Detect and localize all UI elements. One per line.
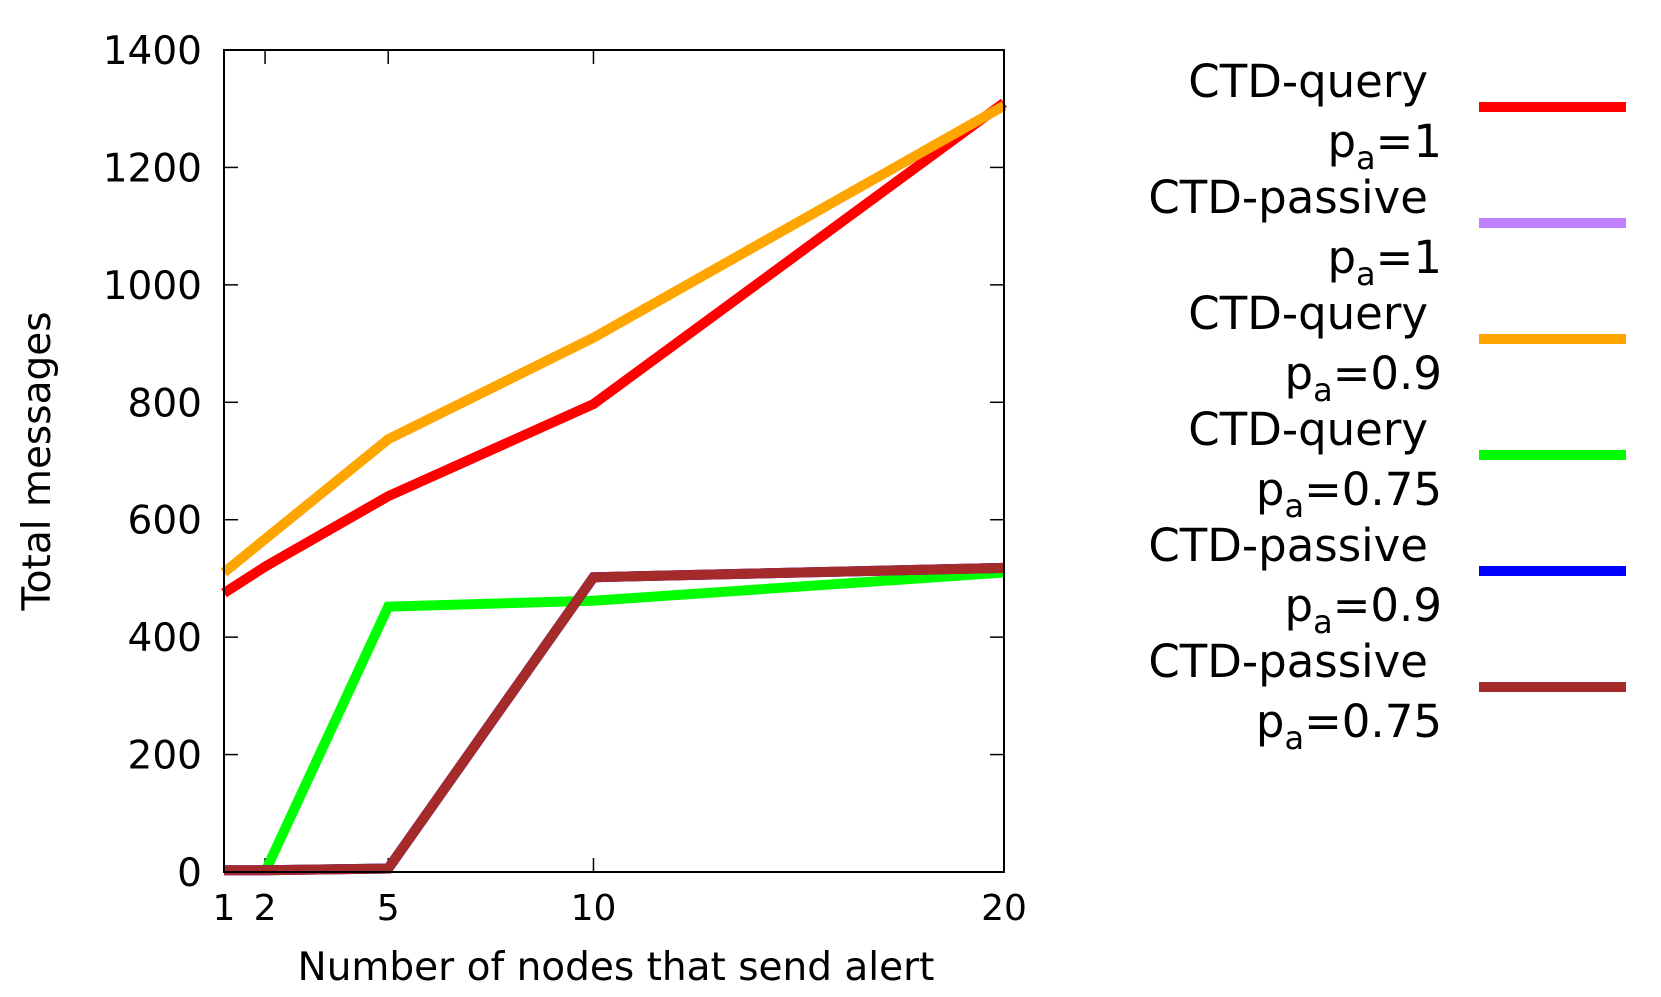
- legend-condition-value: =0.75: [1304, 463, 1442, 516]
- legend-condition-symbol: p: [1256, 695, 1285, 748]
- legend-label: CTD-query: [1188, 403, 1428, 456]
- y-tick-label: 200: [128, 734, 202, 779]
- legend-condition: pa=0.9: [1285, 579, 1442, 641]
- legend-condition-value: =0.9: [1333, 347, 1442, 400]
- x-tick-label: 2: [254, 888, 277, 929]
- x-tick-label: 1: [213, 888, 236, 929]
- legend-label: CTD-passive: [1148, 171, 1428, 224]
- legend-label: CTD-passive: [1148, 635, 1428, 688]
- series-line: [224, 562, 1005, 876]
- legend-condition-value: =1: [1376, 231, 1442, 284]
- legend-condition-symbol: p: [1327, 115, 1356, 168]
- legend-label: CTD-passive: [1148, 519, 1428, 572]
- legend-condition-value: =0.75: [1304, 695, 1442, 748]
- legend-condition-subscript: a: [1356, 139, 1376, 177]
- legend-condition-symbol: p: [1285, 347, 1314, 400]
- x-tick-label: 20: [981, 888, 1027, 929]
- y-tick-label: 0: [177, 851, 202, 896]
- legend-condition-subscript: a: [1284, 719, 1304, 757]
- y-tick-label: 600: [128, 499, 202, 544]
- legend-condition-symbol: p: [1256, 463, 1285, 516]
- legend-condition-value: =0.9: [1333, 579, 1442, 632]
- legend-condition: pa=0.9: [1285, 347, 1442, 409]
- legend-condition-subscript: a: [1313, 603, 1333, 641]
- legend-condition-subscript: a: [1284, 487, 1304, 525]
- y-tick-label: 1200: [103, 146, 202, 191]
- y-tick-label: 400: [128, 616, 202, 661]
- y-tick-label: 1000: [103, 264, 202, 309]
- plot-frame: [223, 49, 1005, 873]
- legend-condition-value: =1: [1376, 115, 1442, 168]
- legend-condition: pa=1: [1327, 115, 1442, 177]
- legend-condition: pa=1: [1327, 231, 1442, 293]
- legend-label: CTD-query: [1188, 287, 1428, 340]
- series-line: [221, 98, 1007, 598]
- legend-condition: pa=0.75: [1256, 695, 1442, 757]
- legend-label: CTD-query: [1188, 55, 1428, 108]
- legend-condition-symbol: p: [1285, 579, 1314, 632]
- legend-condition-subscript: a: [1356, 255, 1376, 293]
- y-tick-label: 1400: [103, 29, 202, 74]
- y-tick-label: 800: [128, 381, 202, 426]
- legend-condition-symbol: p: [1327, 231, 1356, 284]
- y-axis-label: Total messages: [15, 311, 60, 611]
- legend-condition-subscript: a: [1313, 371, 1333, 409]
- x-tick-label: 10: [571, 888, 617, 929]
- legend-condition: pa=0.75: [1256, 463, 1442, 525]
- x-tick-label: 5: [377, 888, 400, 929]
- x-axis-label: Number of nodes that send alert: [298, 945, 935, 990]
- series-line: [260, 567, 1005, 875]
- series-line: [220, 101, 1007, 577]
